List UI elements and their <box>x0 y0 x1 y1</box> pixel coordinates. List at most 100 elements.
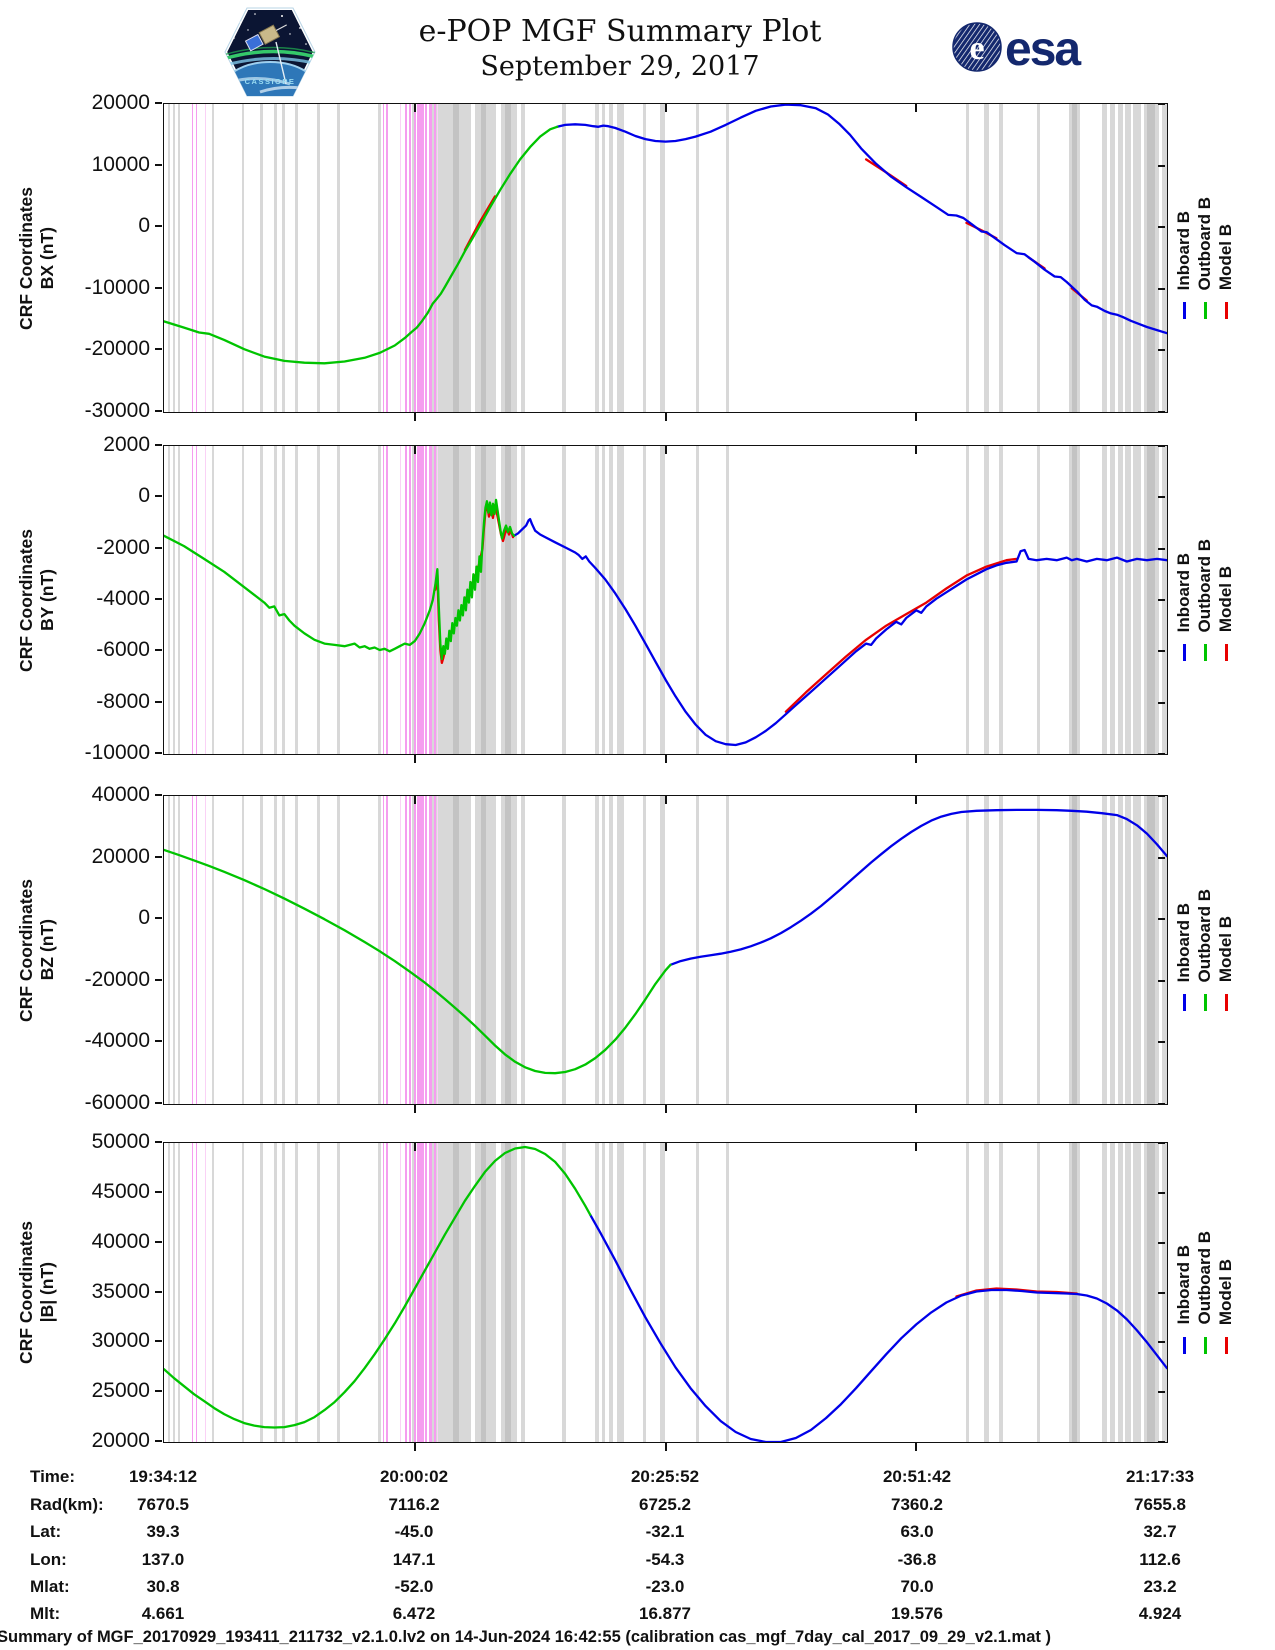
shaded-time-band <box>1117 446 1123 754</box>
shaded-time-band <box>1146 796 1155 1104</box>
x-tick-mark <box>915 755 918 763</box>
shaded-time-band <box>452 1143 459 1442</box>
table-row: Time: 19:34:12 20:00:02 20:25:52 20:51:42 21:… <box>0 1466 1275 1494</box>
|B|-curves <box>164 1145 1167 1442</box>
y-tick-mark <box>1158 1341 1165 1344</box>
shaded-time-band <box>425 796 428 1104</box>
y-tick-mark <box>155 598 162 600</box>
shaded-time-band <box>382 104 385 412</box>
shaded-time-band <box>195 446 198 754</box>
shaded-time-band <box>480 446 486 754</box>
y-tick-label: -6000 <box>96 638 150 662</box>
shaded-time-band <box>1146 446 1155 754</box>
shaded-time-band <box>413 1143 416 1442</box>
x-tick-mark <box>664 1443 667 1451</box>
shaded-time-band <box>274 446 278 754</box>
shaded-time-band <box>168 1143 170 1442</box>
y-tick-label: 25000 <box>91 1379 150 1403</box>
y-tick-label: -30000 <box>84 399 150 422</box>
table-row: Mlt: 4.661 6.472 16.877 19.576 4.924 <box>0 1603 1275 1631</box>
y-tick-mark <box>1158 856 1165 859</box>
series-model-b <box>784 557 1018 713</box>
shaded-time-band <box>317 796 321 1104</box>
esa-globe-e: e <box>969 30 984 67</box>
y-tick-mark <box>155 1141 162 1143</box>
legend-label-outboard-b: Outboard B <box>1195 538 1214 633</box>
shaded-time-band <box>382 796 385 1104</box>
shaded-time-band <box>260 1143 264 1442</box>
table-cell: 7655.8 <box>1134 1495 1186 1514</box>
shaded-time-band <box>191 104 194 412</box>
legend-by: Inboard B Outboard B Model B <box>1174 445 1237 755</box>
shaded-time-band <box>1101 104 1107 412</box>
y-tick-mark <box>1158 226 1165 229</box>
shaded-time-band <box>195 104 198 412</box>
table-cell: 6.472 <box>392 1604 436 1623</box>
legend-line-sample <box>1204 302 1207 320</box>
y-tick-mark <box>155 1240 162 1243</box>
y-tick-mark <box>1158 445 1165 447</box>
y-tick-mark <box>155 348 162 351</box>
y-tick-mark <box>1158 753 1165 755</box>
y-tick-mark <box>1158 1441 1165 1443</box>
shaded-time-band <box>260 104 264 412</box>
shaded-time-band <box>411 796 414 1104</box>
y-tick-mark <box>1158 918 1165 921</box>
shaded-time-band <box>282 1143 286 1442</box>
y-tick-label: 2000 <box>103 433 150 456</box>
legend-line-sample <box>1204 644 1207 662</box>
x-tick-mark <box>915 446 918 454</box>
y-tick-mark <box>1158 1142 1165 1144</box>
shaded-time-band <box>966 446 970 754</box>
shaded-time-band <box>212 104 215 412</box>
y-tick-mark <box>1158 287 1165 290</box>
shaded-time-band <box>480 796 486 1104</box>
shaded-time-band <box>1036 796 1040 1104</box>
shaded-time-band <box>436 1143 439 1442</box>
shaded-time-band <box>984 446 990 754</box>
shaded-time-band <box>405 796 408 1104</box>
plot-area-bmag <box>163 1142 1168 1451</box>
y-tick-label: 40000 <box>91 1229 150 1253</box>
shaded-time-band <box>1124 446 1131 754</box>
shaded-time-band <box>168 796 170 1104</box>
table-cell: 20:25:52 <box>630 1467 700 1486</box>
y-tick-mark <box>1158 1041 1165 1044</box>
y-tick-mark <box>155 700 162 703</box>
x-tick-mark <box>664 755 667 763</box>
shaded-time-band <box>242 796 245 1104</box>
panel-bx: CRF Coordinates BX (nT) Inboard B Outboar… <box>0 91 1275 422</box>
shaded-time-band <box>377 104 381 412</box>
y-tick-label: -4000 <box>96 587 150 610</box>
shaded-time-band <box>425 104 428 412</box>
shaded-time-band <box>212 796 215 1104</box>
shaded-time-band <box>999 446 1004 754</box>
y-tick-mark <box>155 546 162 549</box>
table-cell: -54.3 <box>645 1550 685 1569</box>
row-label: Mlt: <box>30 1604 61 1623</box>
x-tick-mark <box>413 796 416 804</box>
y-tick-mark <box>155 1390 162 1393</box>
y-tick-label: 35000 <box>91 1279 150 1303</box>
legend-label-inboard-b: Inboard B <box>1174 1245 1193 1325</box>
table-cell: 21:17:33 <box>1125 1467 1195 1486</box>
x-tick-mark <box>664 413 667 421</box>
shaded-time-band <box>405 104 408 412</box>
y-tick-label: -60000 <box>84 1091 150 1114</box>
shaded-time-band <box>405 446 408 754</box>
y-tick-label: 20000 <box>91 91 150 114</box>
table-cell: 23.2 <box>1143 1577 1177 1596</box>
shaded-time-band <box>1161 104 1167 412</box>
shaded-time-band <box>725 1143 729 1442</box>
legend-bmag: Inboard B Outboard B Model B <box>1174 1142 1237 1443</box>
y-tick-label: -2000 <box>96 535 150 559</box>
shaded-time-band <box>433 1143 436 1442</box>
shaded-time-band <box>399 104 402 412</box>
shaded-time-band <box>425 1143 428 1442</box>
shaded-time-band <box>725 446 729 754</box>
y-tick-label: 0 <box>138 484 150 508</box>
shaded-time-band <box>1146 104 1155 412</box>
shaded-time-band <box>191 796 194 1104</box>
patch-mission-name: CASSIOPE <box>245 77 296 86</box>
legend-line-sample <box>1183 1336 1186 1354</box>
